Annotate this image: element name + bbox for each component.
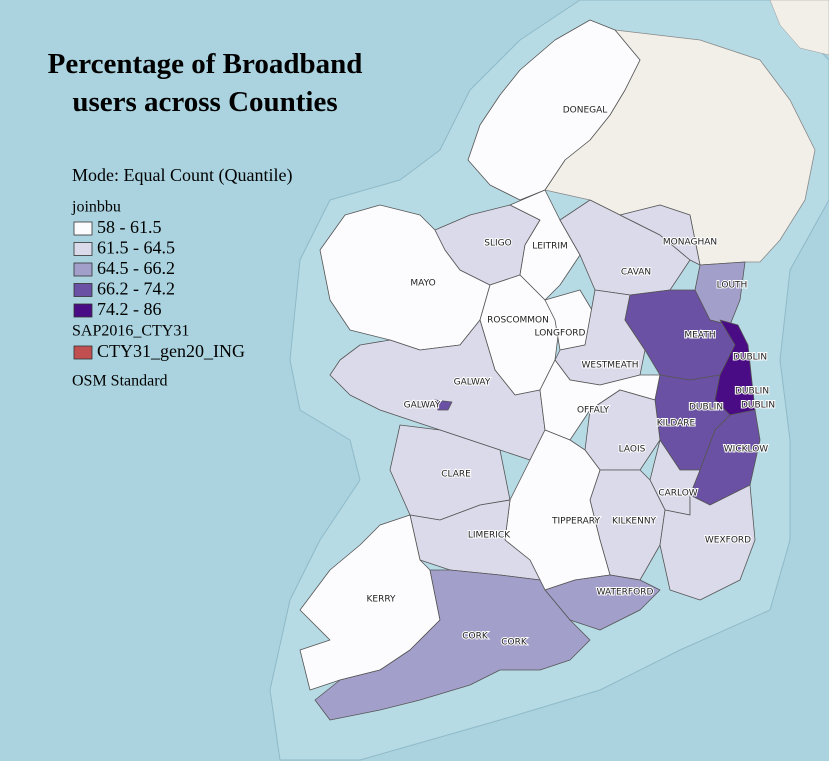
county-label: DONEGAL xyxy=(563,106,608,116)
legend-mode: Mode: Equal Count (Quantile) xyxy=(72,165,292,186)
county-label: LEITRIM xyxy=(532,242,568,252)
legend-sublayer: CTY31_gen20_ING xyxy=(97,341,245,361)
map-title: users across Counties xyxy=(72,86,337,118)
legend-swatch xyxy=(73,221,93,236)
county-label: DUBLIN xyxy=(735,387,769,397)
legend-swatch xyxy=(73,303,93,318)
county-label: CARLOW xyxy=(658,489,697,499)
county-label: DUBLIN xyxy=(689,403,723,413)
county xyxy=(559,199,691,296)
map-title: Percentage of Broadband xyxy=(48,48,363,80)
county-label: GALWAY xyxy=(454,378,491,388)
county-labels: DONEGAL SLIGO LEITRIM MONAGHAN CAVAN LOUTH MAY… xyxy=(365,105,776,649)
legend-swatch xyxy=(73,262,93,277)
county-label: MEATH xyxy=(684,331,715,341)
county-label: CAVAN xyxy=(621,268,651,278)
county-label: CLARE xyxy=(441,470,471,480)
county-label: CORK xyxy=(501,638,528,648)
legend-basemap: OSM Standard xyxy=(72,373,168,390)
county-label: CORK xyxy=(462,632,489,642)
legend-swatch xyxy=(73,345,93,360)
scotland xyxy=(769,0,829,56)
county xyxy=(409,499,541,581)
county-label: WICKLOW xyxy=(724,445,769,455)
county-label: LIMERICK xyxy=(468,531,511,541)
legend: Mode: Equal Count (Quantile) joinbbu SAP… xyxy=(71,165,292,390)
county-label: KILDARE xyxy=(657,419,696,429)
county-label: OFFALY xyxy=(577,406,610,416)
county-label: KILKENNY xyxy=(612,517,657,527)
county-label: DUBLIN xyxy=(741,401,775,411)
legend-class-label: 61.5 - 64.5 xyxy=(97,238,175,258)
county-label: ROSCOMMON xyxy=(487,316,549,326)
county-label: KERRY xyxy=(366,595,396,605)
legend-swatch xyxy=(73,283,93,297)
county-label: LONGFORD xyxy=(535,329,586,339)
county-label: TIPPERARY xyxy=(551,517,600,527)
county-label: WESTMEATH xyxy=(582,361,639,371)
county-label: SLIGO xyxy=(484,239,511,249)
county-label: WATERFORD xyxy=(597,588,654,598)
legend-field: joinbbu xyxy=(71,199,121,216)
county-label: MONAGHAN xyxy=(663,238,717,248)
county-label: DUBLIN xyxy=(733,353,767,363)
legend-class-label: 58 - 61.5 xyxy=(97,217,162,237)
legend-swatch xyxy=(73,242,93,256)
legend-layer: SAP2016_CTY31 xyxy=(72,323,189,340)
county xyxy=(544,574,661,631)
counties xyxy=(299,19,761,721)
legend-class-label: 66.2 - 74.2 xyxy=(97,279,175,299)
county-label: LAOIS xyxy=(619,445,646,455)
county-label: GALWAY xyxy=(404,401,441,411)
county-label: MAYO xyxy=(410,279,435,289)
legend-class-label: 64.5 - 66.2 xyxy=(97,258,175,278)
county xyxy=(434,399,453,411)
county xyxy=(659,484,756,601)
county-label: LOUTH xyxy=(717,281,748,291)
legend-class-label: 74.2 - 86 xyxy=(97,299,162,319)
county-label: WEXFORD xyxy=(705,536,751,546)
county xyxy=(314,569,591,721)
county xyxy=(509,189,581,301)
